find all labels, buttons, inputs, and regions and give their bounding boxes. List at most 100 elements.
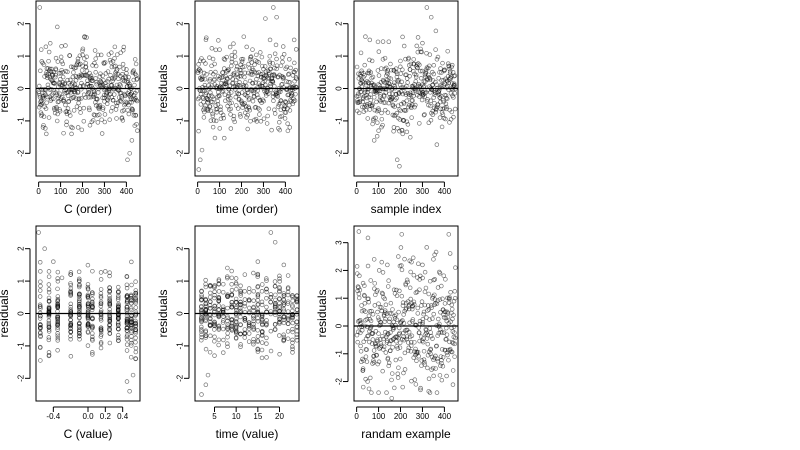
data-point xyxy=(273,297,278,303)
data-point xyxy=(371,138,377,143)
data-point xyxy=(212,283,217,288)
data-point xyxy=(431,95,436,100)
data-point xyxy=(368,375,373,381)
data-point xyxy=(292,98,298,103)
data-point xyxy=(363,354,369,359)
data-point xyxy=(254,70,259,76)
data-point xyxy=(46,115,52,120)
data-point xyxy=(246,289,252,295)
data-point xyxy=(102,99,107,104)
data-point xyxy=(388,76,394,81)
data-point xyxy=(108,108,114,114)
data-point xyxy=(75,90,81,95)
data-point xyxy=(429,305,434,311)
data-point xyxy=(229,56,235,62)
data-point xyxy=(445,48,450,54)
data-point xyxy=(259,347,265,353)
data-point xyxy=(90,350,95,355)
data-point xyxy=(267,37,273,43)
data-point xyxy=(199,147,205,153)
data-point xyxy=(379,110,384,116)
data-point xyxy=(133,300,139,306)
data-point xyxy=(436,76,441,81)
data-point xyxy=(442,67,447,72)
data-point xyxy=(448,76,453,81)
x-tick-label: 0 xyxy=(195,187,200,196)
data-point xyxy=(433,47,438,52)
data-point xyxy=(400,131,405,137)
data-point xyxy=(413,74,419,80)
data-point xyxy=(381,100,386,105)
data-point xyxy=(85,343,91,348)
data-point xyxy=(446,61,451,66)
data-point xyxy=(45,94,50,100)
data-point xyxy=(294,298,300,303)
data-point xyxy=(107,295,112,301)
data-point xyxy=(374,99,379,105)
data-point xyxy=(247,65,252,71)
x-tick-label: 300 xyxy=(257,187,271,196)
data-point xyxy=(438,363,443,368)
data-point xyxy=(49,86,54,92)
data-point xyxy=(49,96,54,102)
data-point xyxy=(128,306,134,311)
data-point xyxy=(421,79,427,84)
data-point xyxy=(452,330,457,335)
data-point xyxy=(423,327,429,333)
data-point xyxy=(247,96,252,101)
data-point xyxy=(89,83,94,89)
data-point xyxy=(195,96,201,102)
data-point xyxy=(246,320,252,325)
data-point xyxy=(271,5,276,10)
data-point xyxy=(211,96,217,102)
data-point xyxy=(124,337,130,342)
data-point xyxy=(216,342,221,348)
data-point xyxy=(411,299,417,305)
data-point xyxy=(448,289,453,295)
data-point xyxy=(234,308,239,313)
data-point xyxy=(418,387,423,393)
data-point xyxy=(267,53,273,59)
data-point xyxy=(237,112,243,117)
y-tick-label: 3 xyxy=(335,240,344,245)
data-point xyxy=(85,324,91,329)
data-point xyxy=(277,304,282,309)
data-point xyxy=(428,77,433,82)
data-point xyxy=(379,116,385,122)
data-point xyxy=(254,52,259,58)
data-point xyxy=(216,38,221,43)
y-tick-label: -2 xyxy=(176,374,185,382)
data-point xyxy=(98,312,104,318)
data-point xyxy=(440,60,445,66)
y-tick-label: 1 xyxy=(17,53,26,58)
data-point xyxy=(418,385,423,391)
data-point xyxy=(114,67,120,72)
data-point xyxy=(277,273,282,279)
data-point xyxy=(368,278,373,283)
data-point xyxy=(252,62,257,67)
data-point xyxy=(356,285,361,290)
y-axis-title: residuals xyxy=(156,64,170,112)
data-point xyxy=(441,273,447,278)
data-point xyxy=(289,93,294,99)
data-point xyxy=(205,372,211,378)
data-point xyxy=(245,112,250,118)
data-point xyxy=(292,60,297,66)
data-point xyxy=(68,291,73,296)
y-axis-title: residuals xyxy=(0,289,11,337)
data-point xyxy=(241,84,247,89)
data-point xyxy=(199,392,204,397)
data-point xyxy=(399,263,404,268)
data-point xyxy=(208,90,213,95)
data-point xyxy=(216,323,222,329)
data-point xyxy=(446,63,452,69)
data-point xyxy=(439,377,445,383)
data-point xyxy=(358,317,363,323)
data-point xyxy=(386,39,392,44)
y-tick-label: -2 xyxy=(176,149,185,157)
data-point xyxy=(40,87,46,93)
data-point xyxy=(407,67,413,72)
data-point xyxy=(218,116,224,122)
data-point xyxy=(214,106,220,112)
data-point xyxy=(419,97,425,103)
